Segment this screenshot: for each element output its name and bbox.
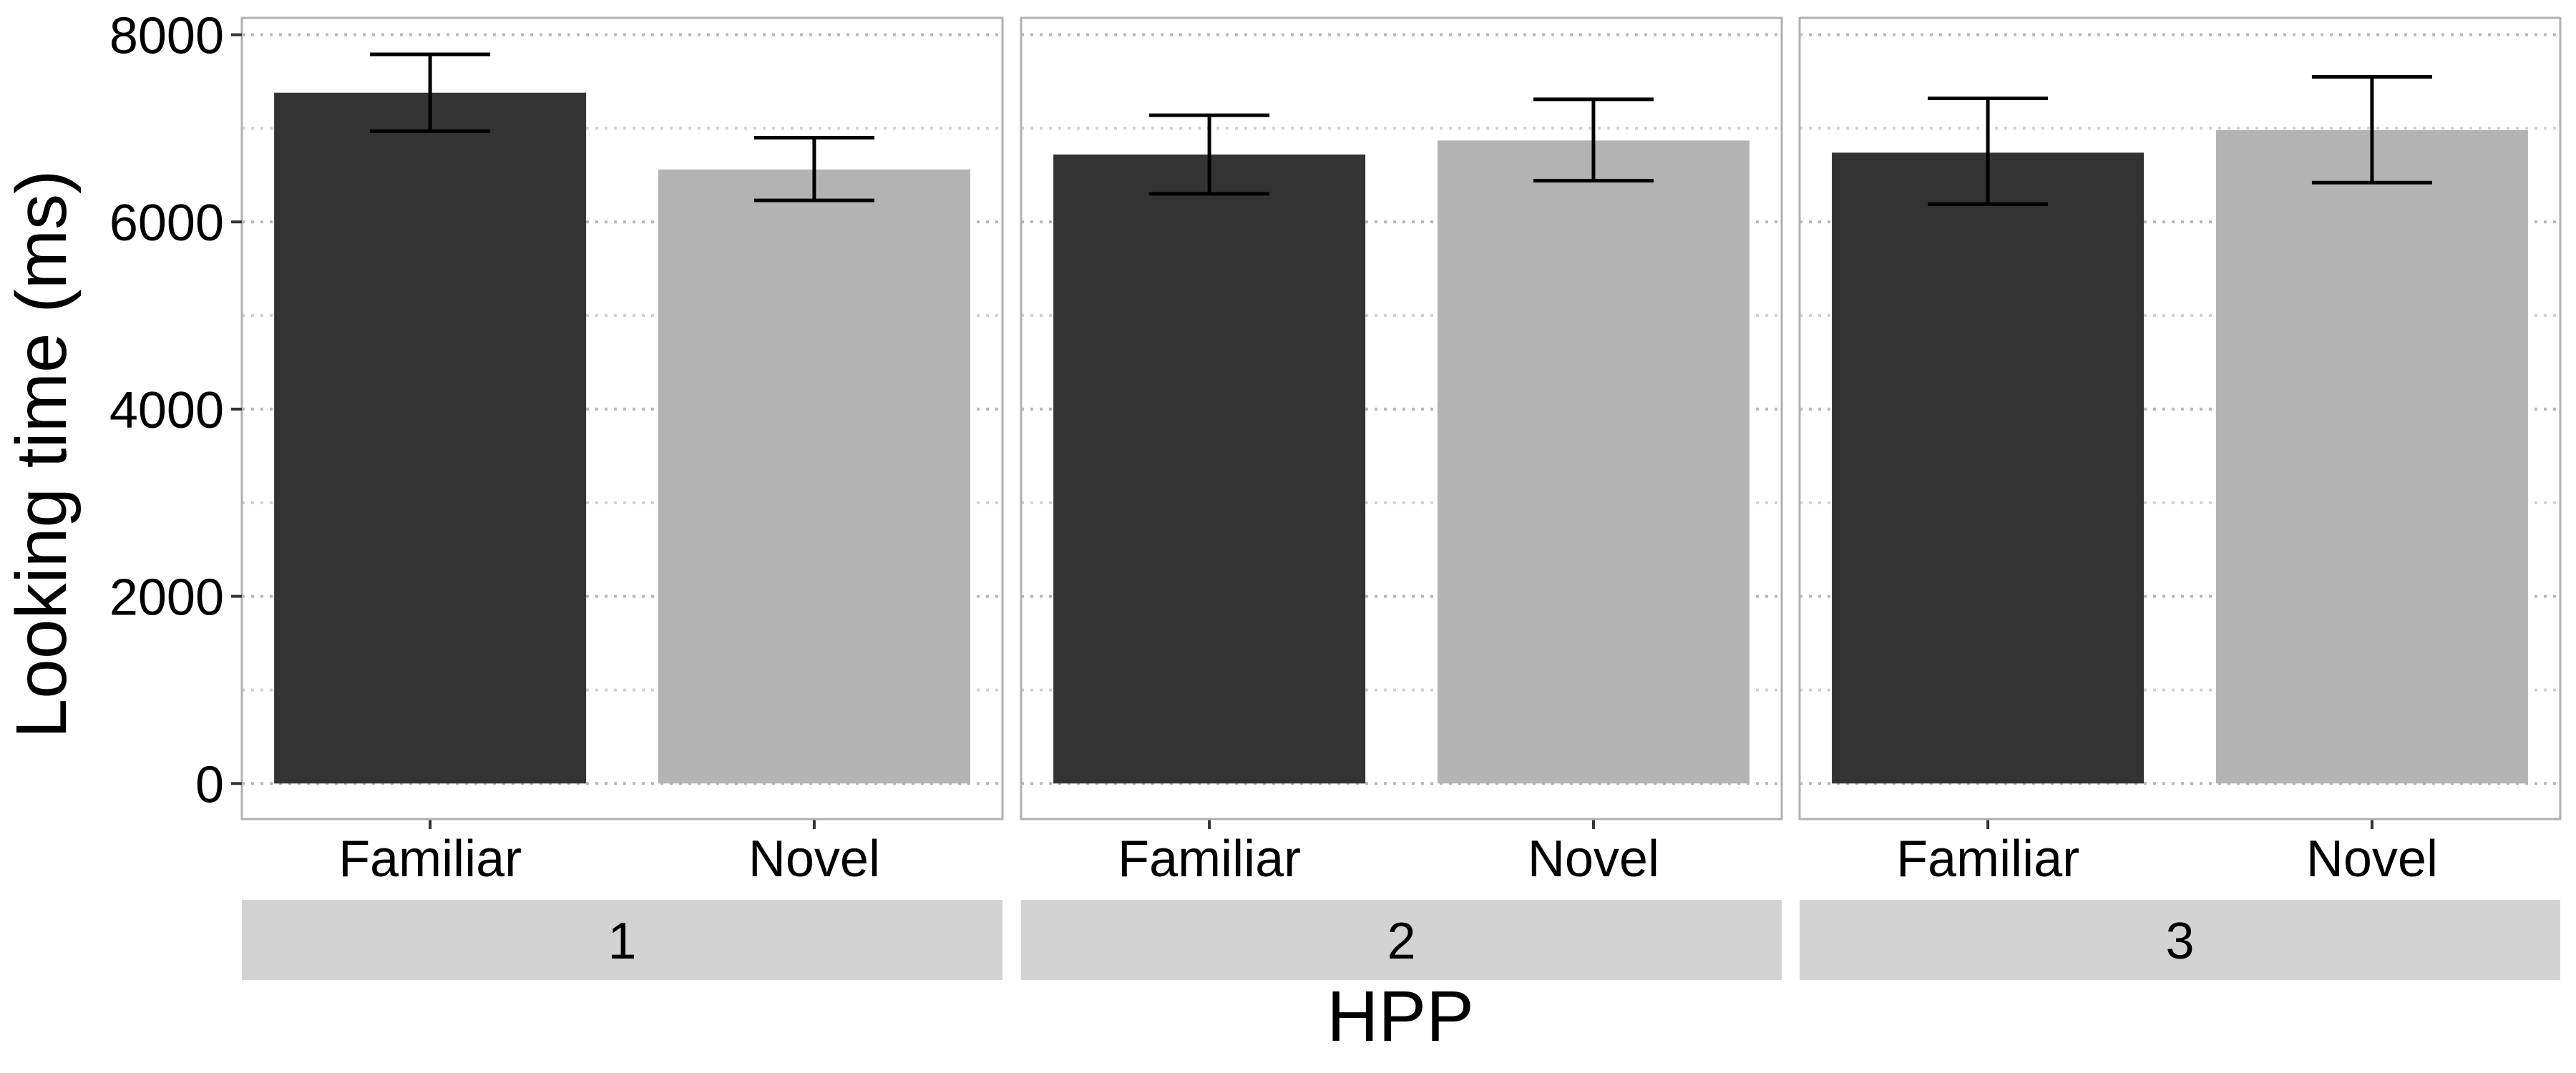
bar-novel bbox=[658, 169, 970, 784]
facet-strip-background bbox=[1800, 900, 2560, 980]
facet-strip-background bbox=[242, 900, 1002, 980]
x-tick-label: Familiar bbox=[1118, 831, 1301, 888]
error-bar bbox=[1928, 97, 2049, 206]
y-tick-label: 6000 bbox=[109, 195, 224, 252]
facet-strip: 3 bbox=[1800, 900, 2560, 980]
y-tick-label: 8000 bbox=[109, 8, 224, 65]
facet-strip-background bbox=[1021, 900, 1782, 980]
y-tick-label: 0 bbox=[195, 756, 224, 813]
y-axis-label: Looking time (ms) bbox=[1, 170, 82, 739]
y-tick-label: 4000 bbox=[109, 382, 224, 439]
bar-novel bbox=[1437, 140, 1750, 784]
facet-strip-label: 2 bbox=[1387, 913, 1415, 970]
facet-strip: 1 bbox=[242, 900, 1002, 980]
facet-strip: 2 bbox=[1021, 900, 1782, 980]
facet-strip-label: 1 bbox=[608, 913, 636, 970]
error-bar bbox=[1149, 113, 1270, 196]
x-axis-label: HPP bbox=[1327, 976, 1474, 1057]
y-axis: 0 2000 4000 6000 8000 bbox=[109, 8, 242, 813]
panels: Familiar Novel 1 Familiar Novel 2 Familiar Nove… bbox=[240, 16, 2562, 980]
panel-border bbox=[1798, 16, 2562, 820]
error-bar bbox=[2311, 74, 2432, 185]
bar-familiar bbox=[1832, 152, 2145, 784]
bar-novel bbox=[2215, 130, 2528, 784]
x-tick-label: Novel bbox=[748, 831, 880, 888]
panel-border bbox=[1020, 16, 1783, 820]
x-tick-label: Novel bbox=[2306, 831, 2438, 888]
facet-panel-1: Familiar Novel 1 bbox=[240, 16, 1004, 980]
x-tick-label: Novel bbox=[1528, 831, 1659, 888]
error-bar bbox=[370, 52, 491, 133]
facet-panel-2: Familiar Novel 2 bbox=[1020, 16, 1783, 980]
x-tick-label: Familiar bbox=[338, 831, 522, 888]
facet-strip-label: 3 bbox=[2165, 913, 2194, 970]
y-tick-label: 2000 bbox=[109, 569, 224, 627]
panel-border bbox=[240, 16, 1004, 820]
bar-familiar bbox=[1053, 155, 1366, 784]
x-tick-label: Familiar bbox=[1896, 831, 2079, 888]
error-bar bbox=[1533, 97, 1654, 183]
facet-panel-3: Familiar Novel 3 bbox=[1798, 16, 2562, 980]
bar-familiar bbox=[274, 92, 587, 784]
error-bar bbox=[753, 135, 874, 202]
